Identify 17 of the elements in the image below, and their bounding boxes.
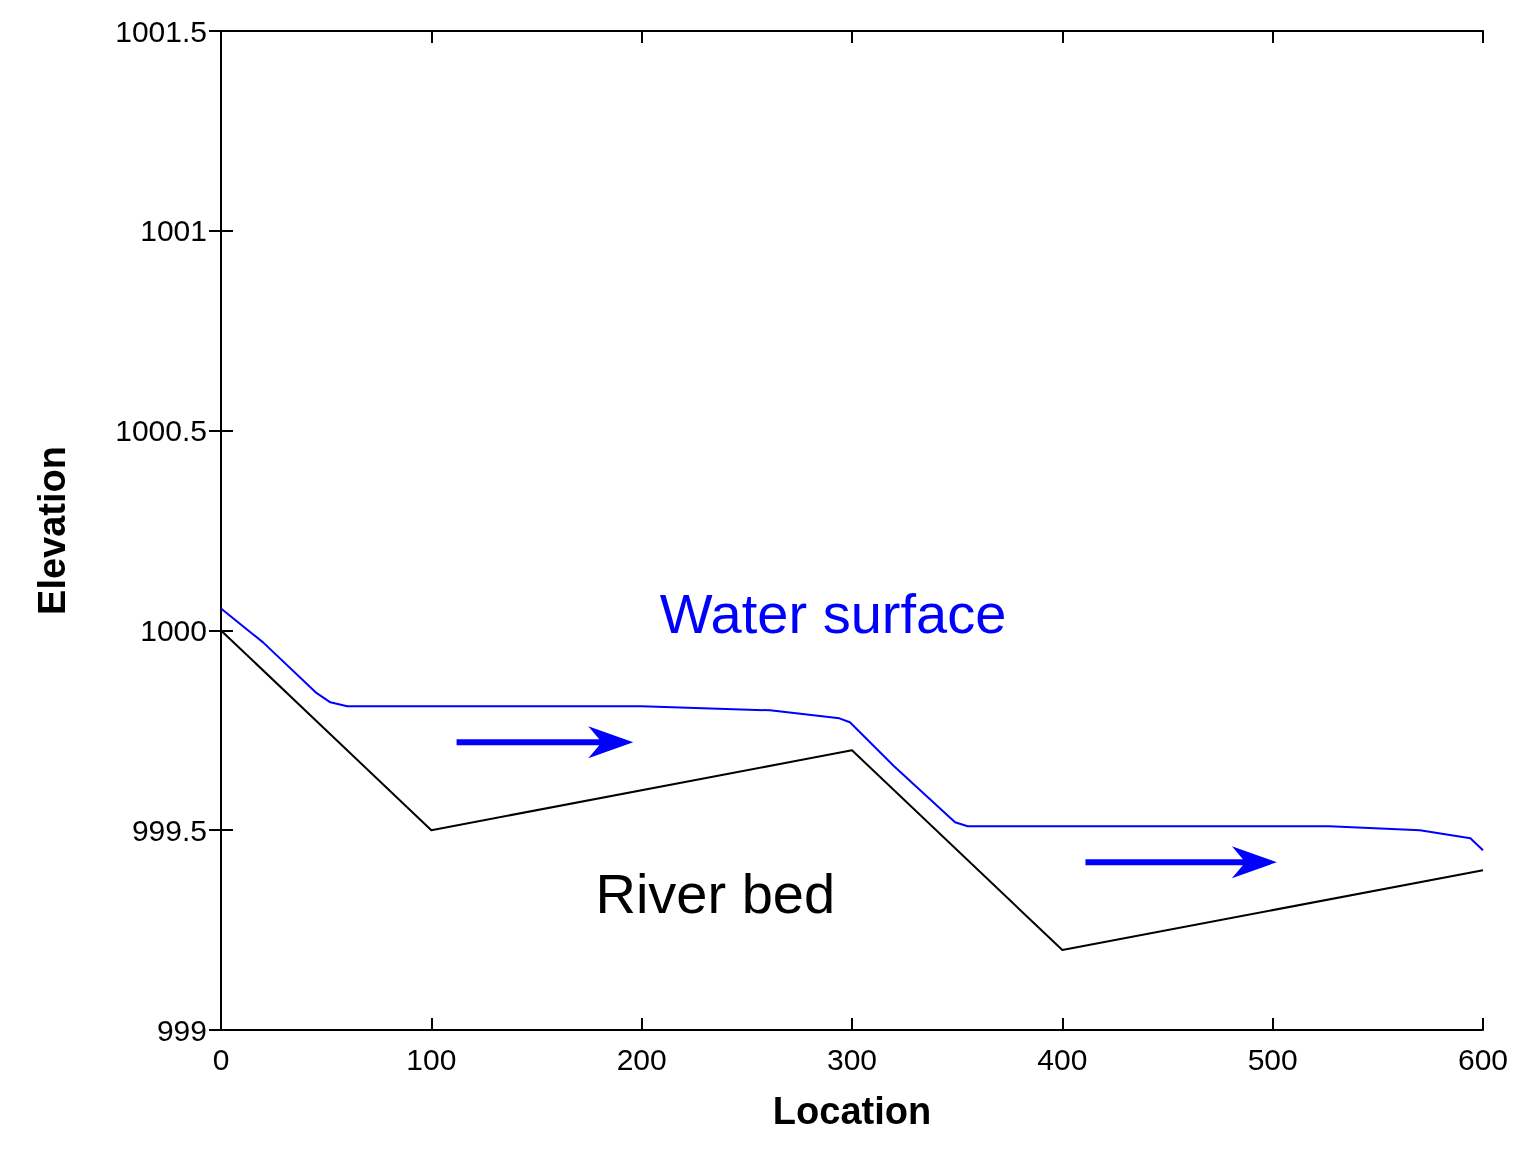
x-tick-label: 500 [1247, 1042, 1298, 1076]
series-label: River bed [595, 862, 836, 926]
y-tick-label: 1000 [140, 613, 207, 647]
x-tick-label: 100 [406, 1042, 457, 1076]
y-tick-label: 1000.5 [115, 414, 207, 448]
series-label: Water surface [659, 582, 1007, 646]
y-tick-label: 999 [156, 1013, 207, 1047]
x-tick-label: 600 [1457, 1042, 1509, 1076]
y-tick-label: 999.5 [131, 813, 207, 847]
x-tick-label: 300 [826, 1042, 878, 1076]
y-tick-label: 1001 [140, 214, 207, 248]
x-tick-label: 0 [212, 1042, 230, 1076]
y-tick-label: 1001.5 [115, 14, 207, 48]
x-tick-label: 400 [1037, 1042, 1088, 1076]
y-axis-title: Elevation [31, 446, 73, 615]
x-tick-label: 200 [616, 1042, 667, 1076]
x-axis-title: Location [772, 1090, 932, 1132]
